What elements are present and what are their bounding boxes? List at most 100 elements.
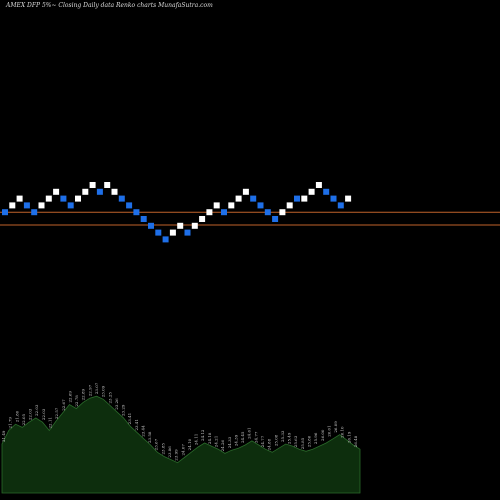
volume-label: 21.86 xyxy=(14,410,19,422)
volume-label: 26.10 xyxy=(340,426,345,438)
renko-brick-up xyxy=(82,188,89,195)
volume-label: 23.25 xyxy=(107,392,112,404)
renko-brick-down xyxy=(133,209,140,216)
renko-brick-up xyxy=(75,195,81,202)
renko-brick-up xyxy=(177,222,184,229)
renko-brick-up xyxy=(53,188,60,195)
volume-label: 23.29 xyxy=(121,404,126,416)
volume-label: 23.99 xyxy=(174,449,179,461)
renko-brick-up xyxy=(38,202,45,209)
volume-label: 23.26 xyxy=(114,398,119,410)
volume-label: 25.08 xyxy=(273,434,278,446)
renko-brick-down xyxy=(221,209,227,216)
volume-label: 26.09 xyxy=(333,421,338,433)
renko-brick-up xyxy=(191,222,198,229)
renko-brick-up xyxy=(279,209,286,216)
volume-area xyxy=(1,395,361,494)
renko-brick-up xyxy=(228,202,235,209)
volume-label: 23.41 xyxy=(127,413,132,424)
renko-brick-up xyxy=(16,195,23,202)
reference-lines xyxy=(0,211,500,226)
renko-brick-up xyxy=(242,188,249,195)
volume-label: 25.96 xyxy=(313,432,318,444)
renko-brick-down xyxy=(31,209,38,216)
renko-brick-down xyxy=(264,209,271,216)
volume-label: 23.07 xyxy=(94,382,99,394)
volume-label: 24.39 xyxy=(233,434,238,446)
renko-brick-down xyxy=(2,209,8,216)
renko-brick-up xyxy=(308,188,315,195)
renko-brick-down xyxy=(250,195,257,202)
volume-label: 23.44 xyxy=(140,425,145,437)
volume-label: 23.86 xyxy=(167,446,172,458)
renko-brick-down xyxy=(96,188,103,195)
renko-brick-up xyxy=(169,229,176,236)
renko-brick-down xyxy=(67,202,74,209)
volume-label: 24.33 xyxy=(227,436,232,448)
volume-label: 26.19 xyxy=(346,431,351,443)
volume-label: 25.63 xyxy=(293,435,298,447)
renko-brick-up xyxy=(45,195,52,202)
renko-brick-down xyxy=(337,202,344,209)
renko-brick-up xyxy=(301,195,308,202)
volume-label: 22.67 xyxy=(61,399,66,411)
volume-label: 24.07 xyxy=(180,444,185,456)
volume-label: 22.69 xyxy=(67,391,72,403)
volume-label: 23.58 xyxy=(147,431,152,443)
renko-brick-up xyxy=(315,182,322,188)
volume-label: 24.45 xyxy=(240,431,245,443)
volume-label: 22.78 xyxy=(74,395,79,407)
renko-brick-down xyxy=(140,216,147,222)
volume-label: 22.89 xyxy=(81,388,86,400)
renko-brick-up xyxy=(199,216,206,222)
volume-label: 21.79 xyxy=(8,417,13,429)
volume-label: 24.26 xyxy=(220,439,225,451)
volume-label: 24.11 xyxy=(194,434,199,445)
renko-brick-up xyxy=(89,182,96,188)
renko-bricks xyxy=(2,182,352,243)
renko-brick-down xyxy=(126,202,133,209)
renko-brick-down xyxy=(118,195,125,202)
volume-label: 24.88 xyxy=(267,438,272,450)
volume-label: 25.85 xyxy=(300,437,305,449)
renko-brick-up xyxy=(286,202,293,209)
volume-label: 21.49 xyxy=(1,430,6,442)
volume-label: 22.57 xyxy=(54,407,59,419)
volume-label: 26.00 xyxy=(320,429,325,441)
renko-brick-down xyxy=(330,195,337,202)
renko-brick-up xyxy=(104,182,111,188)
volume-label: 23.09 xyxy=(101,385,106,397)
volume-label: 22.05 xyxy=(21,413,26,425)
volume-label: 25.33 xyxy=(280,430,285,442)
renko-brick-down xyxy=(23,202,30,209)
volume-label: 26.48 xyxy=(353,435,358,447)
volume-label: 26.01 xyxy=(326,425,331,436)
renko-brick-down xyxy=(323,188,330,195)
renko-brick-down xyxy=(294,195,300,202)
renko-brick-up xyxy=(345,195,352,202)
volume-label: 22.03 xyxy=(28,408,33,420)
volume-label: 25.49 xyxy=(287,432,292,444)
renko-brick-down xyxy=(60,195,67,202)
volume-label: 24.61 xyxy=(247,427,252,438)
renko-brick-down xyxy=(257,202,264,209)
volume-label: 23.85 xyxy=(160,443,165,455)
volume-label: 24.10 xyxy=(187,438,192,450)
renko-brick-up xyxy=(235,195,242,202)
volume-label: 22.97 xyxy=(87,384,92,396)
renko-brick-up xyxy=(111,188,118,195)
volume-label: 22.11 xyxy=(47,417,52,428)
volume-label: 24.12 xyxy=(200,429,205,441)
renko-brick-down xyxy=(155,229,162,236)
volume-label: 23.41 xyxy=(134,419,139,430)
renko-brick-down xyxy=(184,229,191,236)
chart-title: AMEX DFP 5%~ Closing Daily data Renko ch… xyxy=(6,2,213,9)
renko-brick-down xyxy=(272,216,279,222)
volume-label: 24.21 xyxy=(214,436,219,447)
volume-label: 23.67 xyxy=(154,438,159,450)
renko-brick-up xyxy=(9,202,16,209)
volume-label: 22.03 xyxy=(34,404,39,416)
volume-label: 24.18 xyxy=(207,432,212,444)
